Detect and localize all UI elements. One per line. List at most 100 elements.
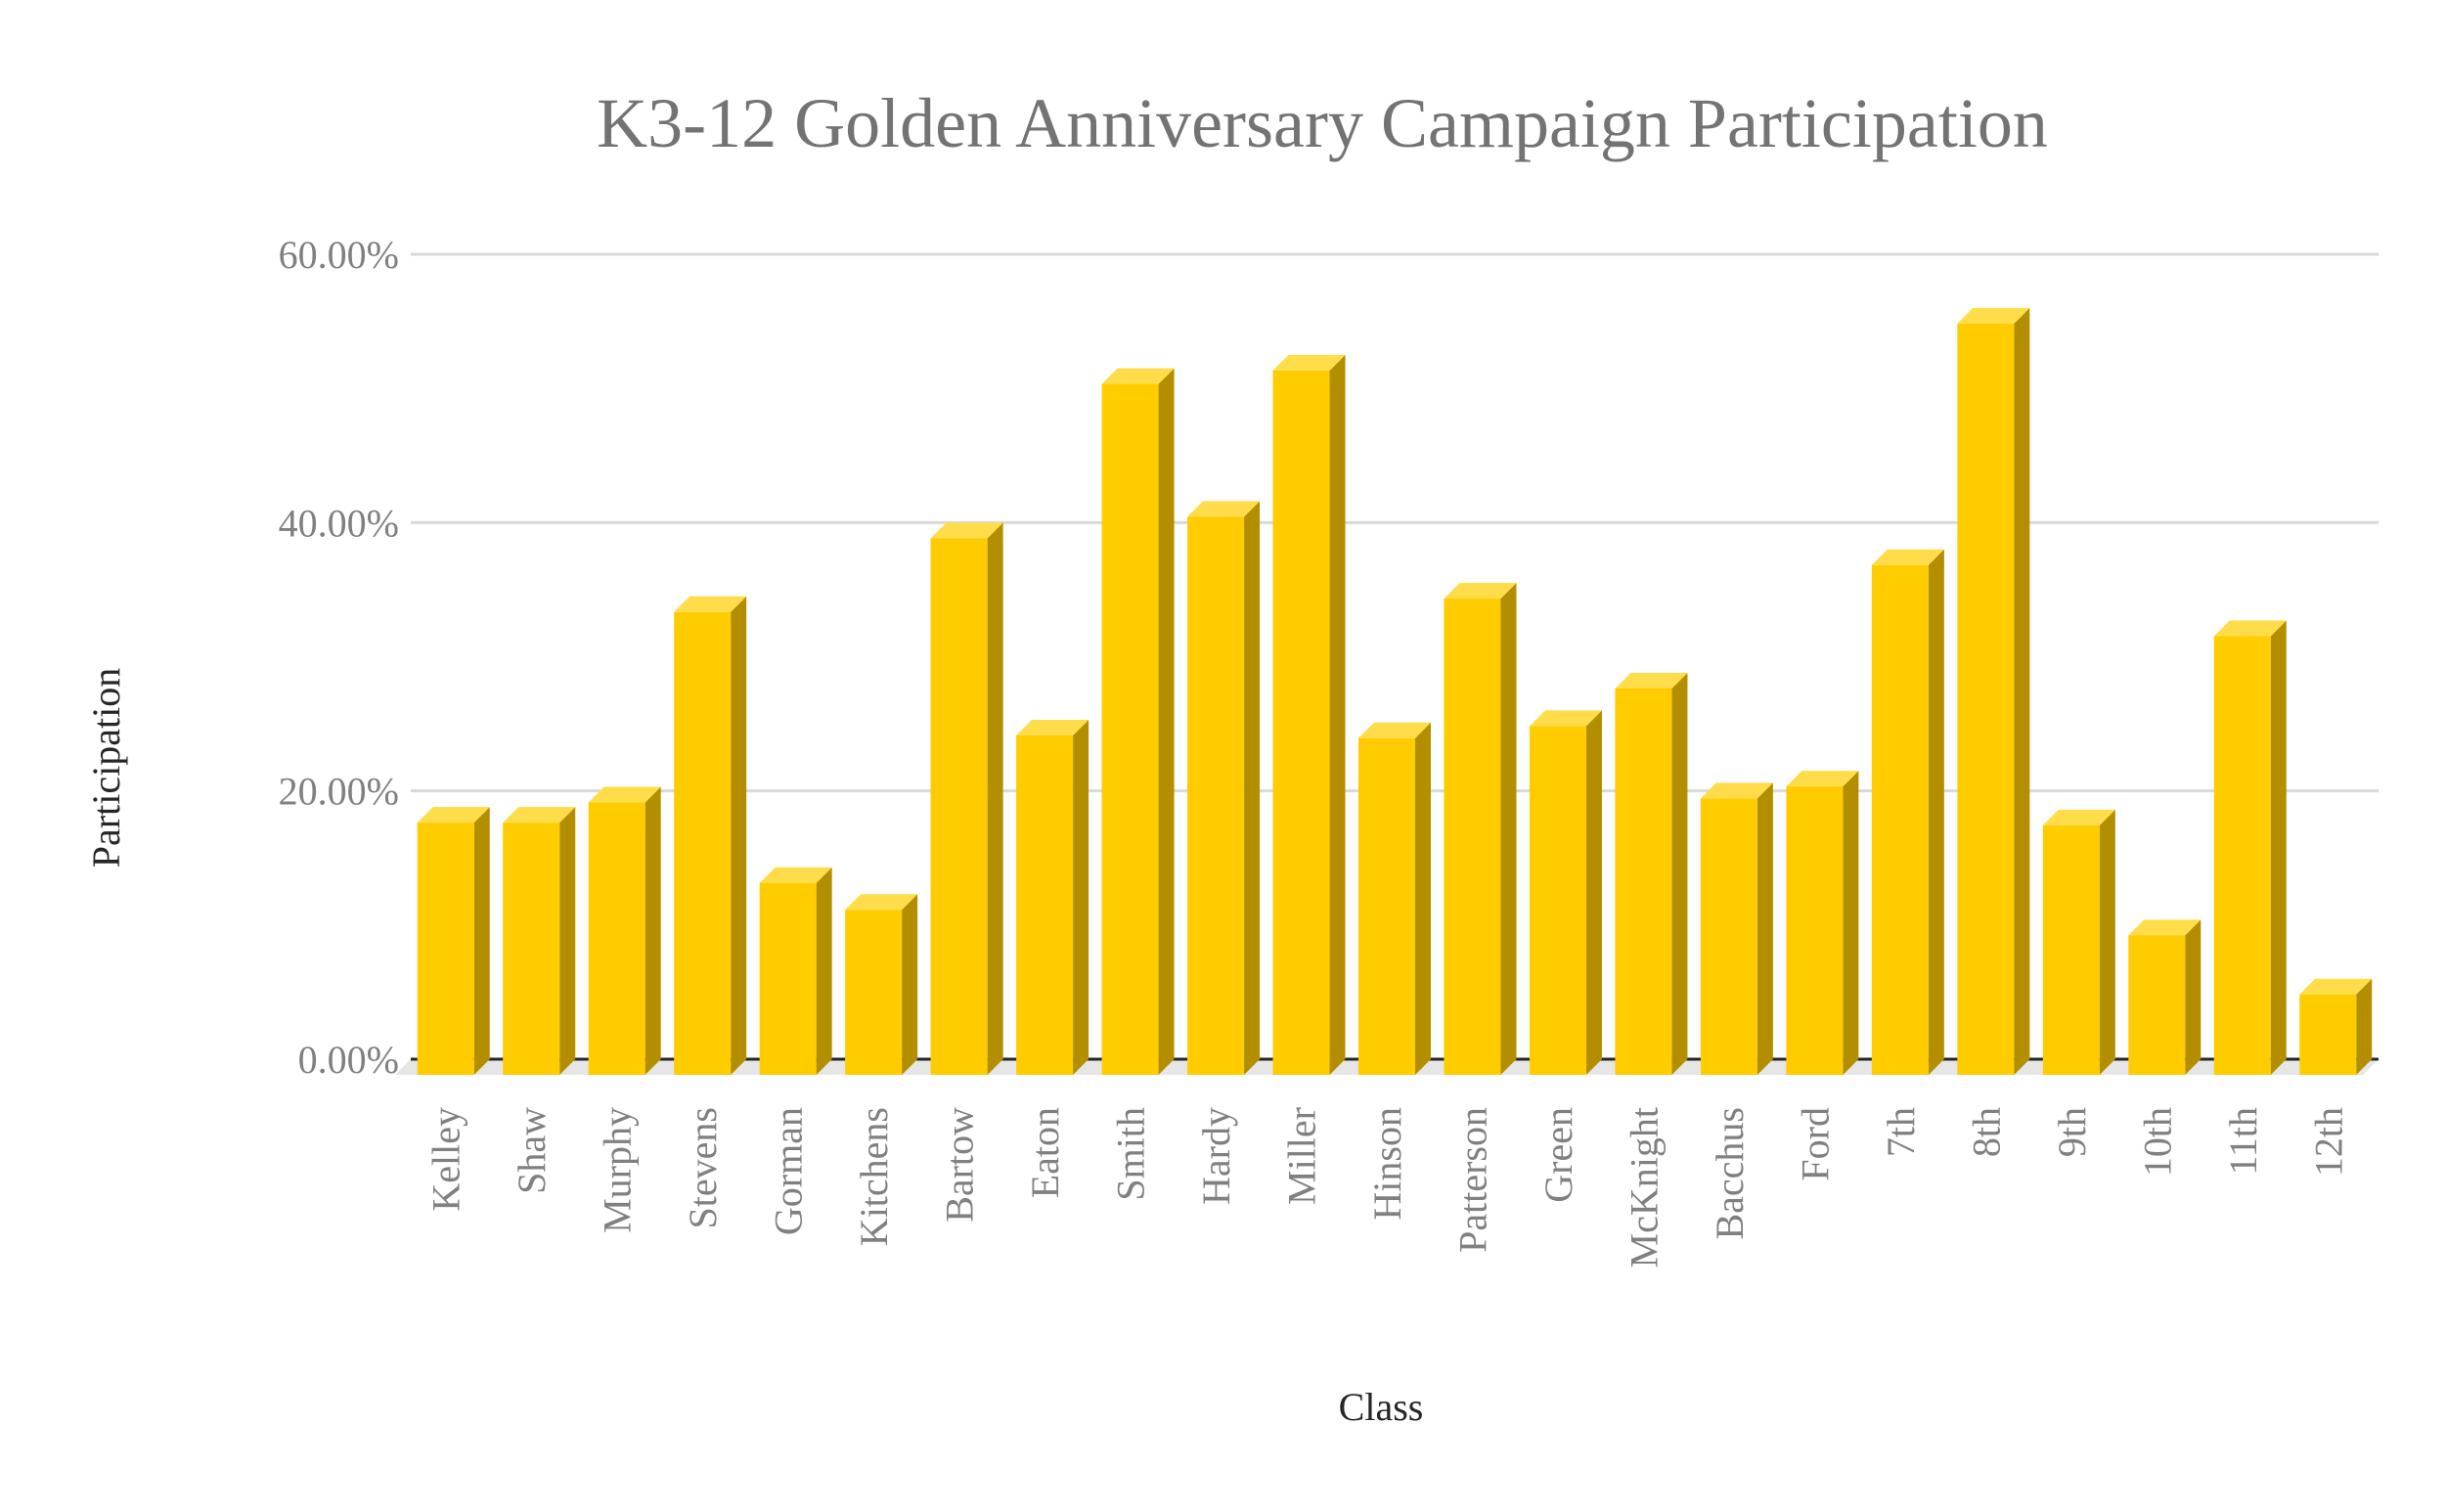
bar-side [987,522,1003,1075]
bar-front [503,823,560,1075]
x-category-label: Stevens [681,1107,725,1228]
x-category-label: Miller [1280,1107,1324,1205]
bar [2299,978,2373,1075]
bar [1615,672,1688,1075]
bar-front [1957,323,2015,1075]
bar-top [1016,719,1089,735]
bars [417,307,2373,1075]
bar-side [1843,771,1859,1075]
bar-side [1756,782,1773,1075]
bar-top [1615,672,1688,689]
bar-top [2299,978,2373,995]
bar-front [1444,599,1501,1075]
bar [1101,368,1175,1075]
bar-front [2299,994,2357,1075]
bar-side [1158,368,1175,1075]
bar-top [1786,771,1859,787]
bar-front [1871,564,1929,1075]
x-category-label: Smith [1109,1107,1153,1201]
bar-side [2099,809,2115,1075]
bar-top [1871,549,1944,565]
bar-top [1957,307,2030,324]
x-category-label: Kelley [424,1107,468,1212]
bar-top [1358,722,1431,738]
bar [1187,501,1261,1075]
x-category-label: Ford [1793,1107,1837,1181]
bar [1272,354,1346,1075]
bar [1358,722,1431,1075]
bar-top [588,786,661,803]
bar [1444,583,1517,1075]
x-category-label: Shaw [510,1107,554,1194]
bar [930,522,1003,1075]
bar-front [1016,734,1074,1075]
bar [2042,809,2115,1075]
bar-front [1529,726,1586,1075]
bar-front [588,802,645,1075]
bar-top [1444,583,1517,600]
bar [1957,307,2030,1075]
bar-front [1272,370,1330,1075]
y-axis-title: Participation [84,668,128,867]
x-category-label: Kitchens [852,1107,896,1246]
x-category-label: 8th [1964,1107,2008,1157]
bar-side [473,807,490,1075]
bar-side [645,786,661,1075]
bar-top [417,807,490,823]
bar-side [2356,978,2373,1075]
x-category-label: Patterson [1450,1107,1494,1253]
bar-front [845,910,903,1075]
bar-front [1358,737,1415,1075]
x-category-label: Bartow [938,1107,982,1223]
bar [417,807,490,1075]
bar-side [1500,583,1517,1075]
bar-side [559,807,576,1075]
bar [503,807,576,1075]
bar-side [2014,307,2030,1075]
bar-side [1073,719,1089,1075]
x-category-label: 7th [1879,1107,1923,1157]
bar-top [2128,919,2201,936]
bar-front [1187,516,1245,1075]
bar [1786,771,1859,1075]
bar-front [1700,798,1757,1075]
y-tick-label: 60.00% [279,233,399,277]
bar [1871,549,1944,1075]
x-category-label: Hinson [1365,1107,1409,1221]
bar-front [1786,786,1844,1075]
x-category-label: Bacchus [1708,1107,1752,1240]
x-category-label: Murphy [596,1107,640,1233]
bar [759,867,832,1075]
x-category-label: 11th [2221,1107,2265,1176]
bar-front [930,538,988,1075]
bar-top [1529,710,1602,727]
x-category-label: Hardy [1194,1107,1238,1205]
bar-top [759,867,832,883]
bar-top [1101,368,1175,384]
bar-side [2185,919,2201,1075]
bar-front [2213,636,2271,1075]
y-tick-label: 20.00% [279,770,399,814]
x-category-label: Gorman [767,1107,811,1235]
bar [1700,782,1773,1075]
bar [674,596,747,1075]
bar-side [731,596,747,1075]
bar-side [1244,501,1261,1075]
x-category-label: 10th [2135,1107,2179,1177]
bar-front [417,823,474,1075]
bar-top [845,894,918,911]
x-category-label: 9th [2050,1107,2094,1157]
bar-top [930,522,1003,539]
bar-side [816,867,832,1075]
bar-side [1928,549,1944,1075]
bar-front [759,882,817,1075]
bar-top [674,596,747,612]
x-category-label: 12th [2306,1107,2350,1177]
bar-top [2213,620,2287,637]
bar [2213,620,2287,1075]
bar-side [1671,672,1688,1075]
category-labels: Kelley Shaw Murphy Stevens Gorman Kitchens Bar… [424,1107,2351,1268]
bar-side [1329,354,1346,1075]
bar-top [503,807,576,823]
